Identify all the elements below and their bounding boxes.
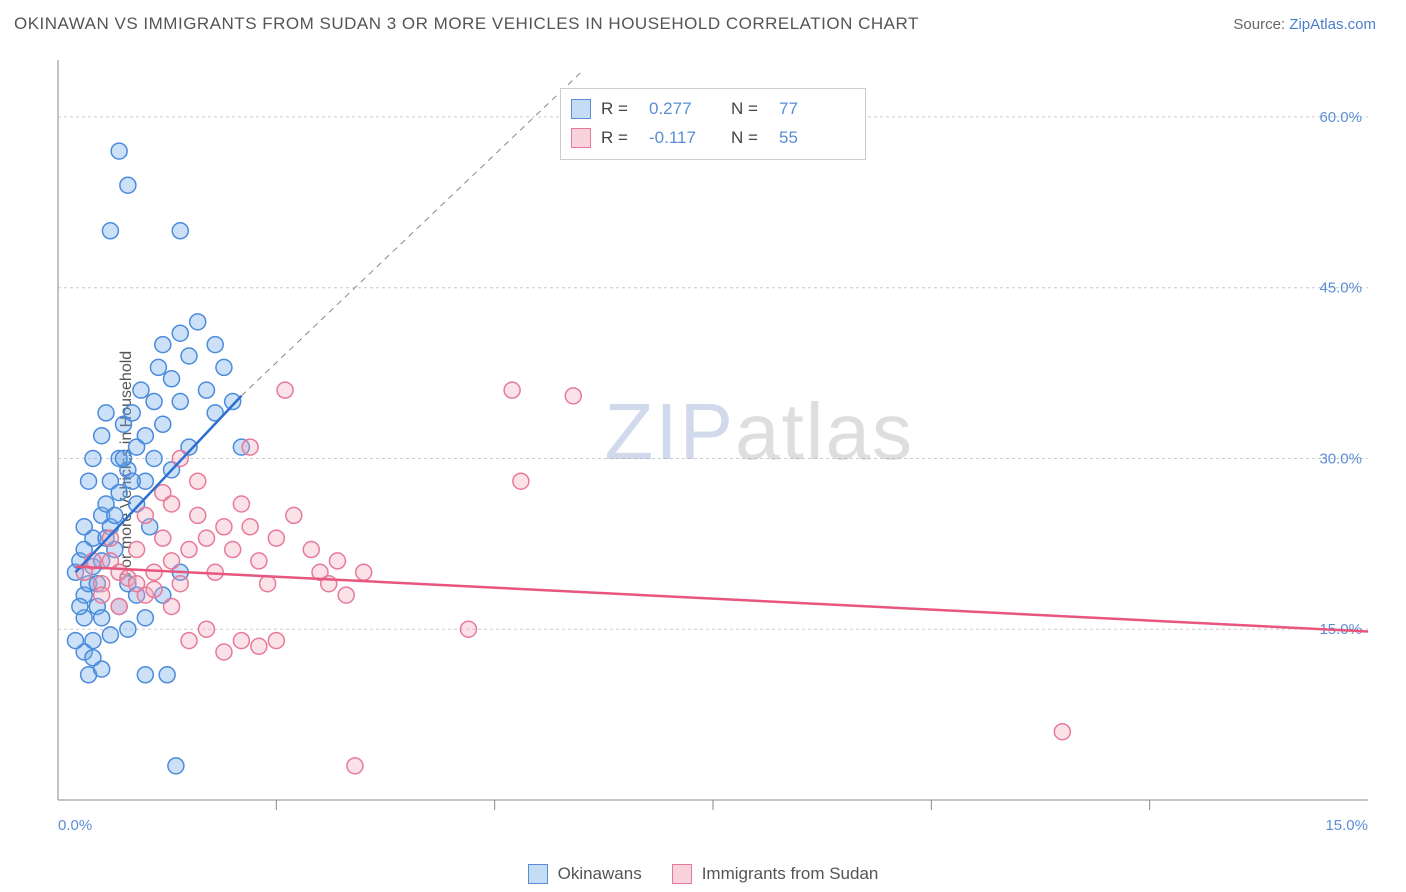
r-value-1: -0.117 [649, 124, 721, 153]
legend-label-0: Okinawans [558, 864, 642, 884]
swatch-blue [571, 99, 591, 119]
source-prefix: Source: [1233, 16, 1289, 33]
series-legend: Okinawans Immigrants from Sudan [0, 864, 1406, 884]
svg-text:30.0%: 30.0% [1319, 450, 1362, 467]
n-label-0: N = [731, 95, 769, 124]
n-value-0: 77 [779, 95, 851, 124]
source-link[interactable]: ZipAtlas.com [1289, 16, 1376, 33]
svg-text:60.0%: 60.0% [1319, 109, 1362, 126]
n-label-1: N = [731, 124, 769, 153]
source-label: Source: ZipAtlas.com [1233, 16, 1376, 33]
svg-text:45.0%: 45.0% [1319, 280, 1362, 297]
svg-text:0.0%: 0.0% [58, 817, 92, 834]
legend-swatch-blue [528, 864, 548, 884]
chart-title: OKINAWAN VS IMMIGRANTS FROM SUDAN 3 OR M… [14, 14, 919, 34]
legend-label-1: Immigrants from Sudan [702, 864, 879, 884]
swatch-pink [571, 128, 591, 148]
r-value-0: 0.277 [649, 95, 721, 124]
r-label-0: R = [601, 95, 639, 124]
svg-text:15.0%: 15.0% [1325, 817, 1368, 834]
correlation-legend: R = 0.277 N = 77 R = -0.117 N = 55 [560, 88, 866, 160]
n-value-1: 55 [779, 124, 851, 153]
scatter-plot: 15.0%30.0%45.0%60.0%0.0%15.0% [48, 40, 1388, 850]
r-label-1: R = [601, 124, 639, 153]
legend-swatch-pink [672, 864, 692, 884]
